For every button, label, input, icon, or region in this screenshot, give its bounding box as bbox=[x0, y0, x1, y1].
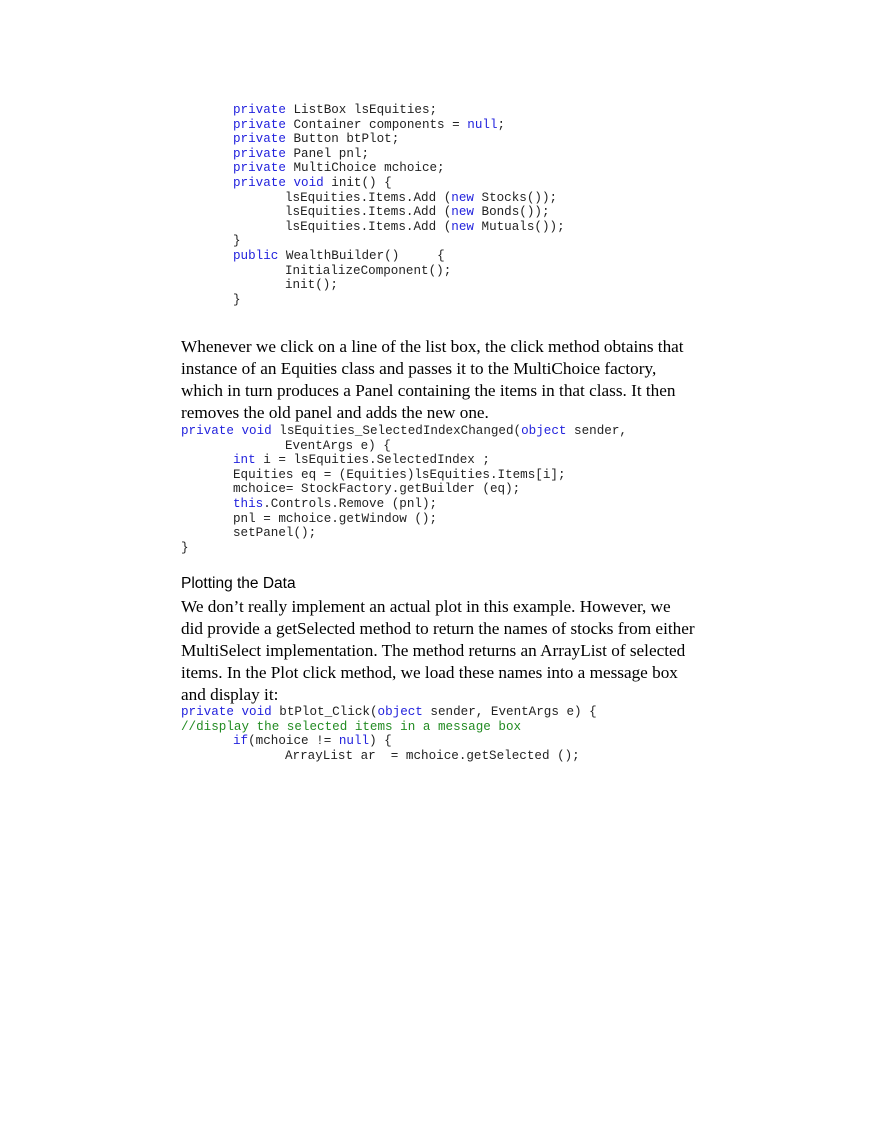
code-text: init(); bbox=[285, 278, 338, 293]
code-line: private void init() { bbox=[181, 176, 565, 191]
code-keyword: private bbox=[233, 103, 286, 117]
code-line: private Panel pnl; bbox=[181, 147, 565, 162]
code-text: ArrayList ar = mchoice.getSelected (); bbox=[285, 748, 580, 763]
code-text: Button btPlot; bbox=[285, 132, 400, 147]
code-text: mchoice= StockFactory.getBuilder (eq); bbox=[233, 482, 521, 497]
code-keyword: this bbox=[233, 496, 264, 511]
code-block-fields-init: private ListBox lsEquities; private Conta… bbox=[181, 103, 565, 307]
code-text: MultiChoice mchoice; bbox=[285, 161, 445, 176]
code-line: lsEquities.Items.Add (new Stocks()); bbox=[181, 191, 565, 206]
code-line: init(); bbox=[181, 278, 565, 293]
code-text: } bbox=[233, 234, 241, 249]
text-line: items. In the Plot click method, we load… bbox=[181, 663, 678, 682]
code-keyword: new bbox=[451, 219, 474, 234]
code-keyword: private bbox=[233, 161, 286, 176]
code-line: if(mchoice != null) { bbox=[181, 734, 597, 749]
section-heading: Plotting the Data bbox=[181, 575, 296, 592]
code-line: private void lsEquities_SelectedIndexCha… bbox=[181, 424, 627, 439]
code-keyword: null bbox=[338, 734, 370, 749]
code-text: btPlot_Click( bbox=[271, 705, 378, 719]
code-line: this.Controls.Remove (pnl); bbox=[181, 497, 627, 512]
code-line: } bbox=[181, 293, 565, 308]
code-keyword: new bbox=[451, 205, 474, 220]
code-line: //display the selected items in a messag… bbox=[181, 720, 597, 735]
code-text: (mchoice != bbox=[248, 734, 339, 749]
code-text: Bonds()); bbox=[473, 205, 550, 220]
text-line: which in turn produces a Panel containin… bbox=[181, 381, 676, 400]
code-text: Panel pnl; bbox=[285, 146, 370, 161]
code-keyword: private bbox=[181, 424, 234, 438]
code-keyword: if bbox=[233, 734, 249, 749]
code-keyword: new bbox=[451, 190, 474, 205]
code-text: ) { bbox=[369, 734, 392, 749]
code-block-btplot-click: private void btPlot_Click(object sender,… bbox=[181, 705, 597, 763]
text-line: did provide a getSelected method to retu… bbox=[181, 619, 695, 638]
code-text: setPanel(); bbox=[233, 526, 317, 541]
code-line: ArrayList ar = mchoice.getSelected (); bbox=[181, 749, 597, 764]
code-text: sender, bbox=[566, 424, 627, 438]
code-keyword: int bbox=[233, 453, 256, 468]
code-keyword: object bbox=[377, 705, 423, 719]
code-text: Mutuals()); bbox=[473, 219, 565, 234]
code-keyword: private bbox=[233, 117, 286, 132]
code-line: private Button btPlot; bbox=[181, 132, 565, 147]
text-line: Whenever we click on a line of the list … bbox=[181, 337, 684, 356]
code-text: Stocks()); bbox=[473, 190, 558, 205]
code-line: lsEquities.Items.Add (new Mutuals()); bbox=[181, 220, 565, 235]
code-line: EventArgs e) { bbox=[181, 439, 627, 454]
code-text: pnl = mchoice.getWindow (); bbox=[233, 511, 438, 526]
code-text: } bbox=[233, 292, 241, 307]
code-text: lsEquities.Items.Add ( bbox=[285, 219, 452, 234]
code-text: .Controls.Remove (pnl); bbox=[263, 496, 438, 511]
code-keyword: object bbox=[521, 424, 567, 438]
text-line: and display it: bbox=[181, 685, 279, 704]
code-comment: //display the selected items in a messag… bbox=[181, 719, 522, 734]
code-keyword: private bbox=[181, 705, 234, 719]
code-keyword: private bbox=[233, 146, 286, 161]
code-line: lsEquities.Items.Add (new Bonds()); bbox=[181, 205, 565, 220]
code-text: InitializeComponent(); bbox=[285, 263, 452, 278]
code-line: private Container components = null; bbox=[181, 118, 565, 133]
code-line: setPanel(); bbox=[181, 526, 627, 541]
code-line: } bbox=[181, 234, 565, 249]
code-keyword: null bbox=[467, 117, 498, 132]
code-text: sender, EventArgs e) { bbox=[422, 705, 597, 719]
code-text: lsEquities.Items.Add ( bbox=[285, 190, 452, 205]
code-text: Equities eq = (Equities)lsEquities.Items… bbox=[233, 467, 566, 482]
code-line: private MultiChoice mchoice; bbox=[181, 161, 565, 176]
text-line: removes the old panel and adds the new o… bbox=[181, 403, 489, 422]
code-keyword: void bbox=[241, 424, 272, 438]
code-text: WealthBuilder() { bbox=[278, 248, 445, 263]
paragraph-click-method: Whenever we click on a line of the list … bbox=[181, 336, 701, 424]
code-text: Container components = bbox=[285, 117, 468, 132]
code-text: EventArgs e) { bbox=[285, 438, 391, 453]
code-text: init() { bbox=[323, 175, 392, 190]
text-line: MultiSelect implementation. The method r… bbox=[181, 641, 686, 660]
code-line: Equities eq = (Equities)lsEquities.Items… bbox=[181, 468, 627, 483]
code-line: pnl = mchoice.getWindow (); bbox=[181, 512, 627, 527]
code-keyword: private bbox=[233, 175, 286, 190]
code-line: InitializeComponent(); bbox=[181, 264, 565, 279]
code-line: private ListBox lsEquities; bbox=[181, 103, 565, 118]
code-text: lsEquities.Items.Add ( bbox=[285, 205, 452, 220]
code-keyword: void bbox=[241, 705, 272, 719]
code-keyword: public bbox=[233, 248, 279, 263]
code-text: ; bbox=[497, 117, 506, 132]
code-line: mchoice= StockFactory.getBuilder (eq); bbox=[181, 482, 627, 497]
code-text: } bbox=[181, 540, 189, 555]
paragraph-plotting: We don’t really implement an actual plot… bbox=[181, 596, 701, 706]
code-line: private void btPlot_Click(object sender,… bbox=[181, 705, 597, 720]
code-line: int i = lsEquities.SelectedIndex ; bbox=[181, 453, 627, 468]
code-line: } bbox=[181, 541, 627, 556]
code-keyword: void bbox=[293, 175, 324, 190]
text-line: instance of an Equities class and passes… bbox=[181, 359, 657, 378]
code-block-selected-index-changed: private void lsEquities_SelectedIndexCha… bbox=[181, 424, 627, 555]
code-keyword: private bbox=[233, 132, 286, 147]
code-text: lsEquities_SelectedIndexChanged( bbox=[271, 424, 522, 438]
code-line: public WealthBuilder() { bbox=[181, 249, 565, 264]
code-text: ListBox lsEquities; bbox=[285, 103, 438, 117]
code-text: i = lsEquities.SelectedIndex ; bbox=[255, 453, 490, 468]
text-line: We don’t really implement an actual plot… bbox=[181, 597, 671, 616]
